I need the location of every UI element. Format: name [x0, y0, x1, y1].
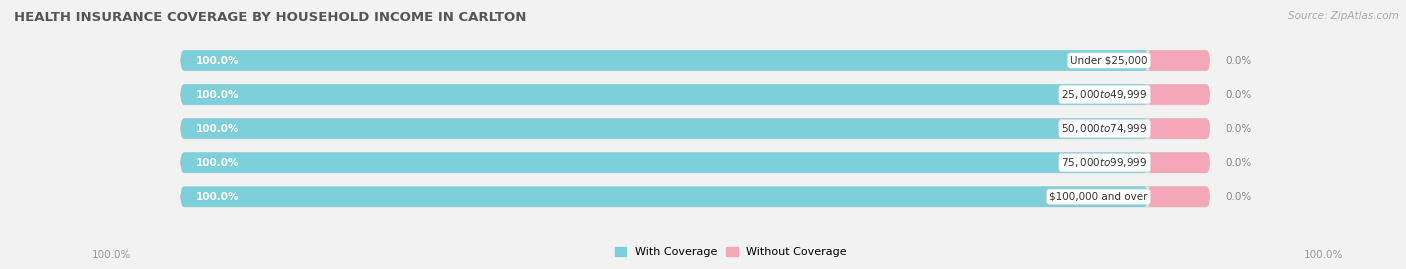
FancyBboxPatch shape	[181, 153, 1147, 173]
Text: 100.0%: 100.0%	[197, 124, 239, 134]
FancyBboxPatch shape	[181, 50, 1209, 71]
FancyBboxPatch shape	[181, 118, 1209, 139]
FancyBboxPatch shape	[1147, 84, 1209, 105]
Text: 100.0%: 100.0%	[1303, 250, 1343, 260]
FancyBboxPatch shape	[181, 50, 1147, 71]
Text: 100.0%: 100.0%	[197, 192, 239, 202]
FancyBboxPatch shape	[181, 84, 1147, 105]
FancyBboxPatch shape	[1147, 153, 1209, 173]
Text: 0.0%: 0.0%	[1225, 90, 1251, 100]
FancyBboxPatch shape	[1147, 186, 1209, 207]
Text: $25,000 to $49,999: $25,000 to $49,999	[1062, 88, 1147, 101]
Text: Under $25,000: Under $25,000	[1070, 55, 1147, 66]
FancyBboxPatch shape	[181, 118, 1147, 139]
Text: 100.0%: 100.0%	[197, 55, 239, 66]
Legend: With Coverage, Without Coverage: With Coverage, Without Coverage	[610, 242, 852, 261]
FancyBboxPatch shape	[1147, 50, 1209, 71]
Text: 100.0%: 100.0%	[197, 90, 239, 100]
FancyBboxPatch shape	[181, 84, 1209, 105]
Text: 100.0%: 100.0%	[197, 158, 239, 168]
FancyBboxPatch shape	[1147, 118, 1209, 139]
Text: 0.0%: 0.0%	[1225, 158, 1251, 168]
Text: 0.0%: 0.0%	[1225, 55, 1251, 66]
Text: Source: ZipAtlas.com: Source: ZipAtlas.com	[1288, 11, 1399, 21]
Text: HEALTH INSURANCE COVERAGE BY HOUSEHOLD INCOME IN CARLTON: HEALTH INSURANCE COVERAGE BY HOUSEHOLD I…	[14, 11, 526, 24]
Text: 0.0%: 0.0%	[1225, 124, 1251, 134]
FancyBboxPatch shape	[181, 186, 1147, 207]
FancyBboxPatch shape	[181, 153, 1209, 173]
FancyBboxPatch shape	[181, 186, 1209, 207]
Text: $50,000 to $74,999: $50,000 to $74,999	[1062, 122, 1147, 135]
Text: 0.0%: 0.0%	[1225, 192, 1251, 202]
Text: $100,000 and over: $100,000 and over	[1049, 192, 1147, 202]
Text: 100.0%: 100.0%	[91, 250, 131, 260]
Text: $75,000 to $99,999: $75,000 to $99,999	[1062, 156, 1147, 169]
